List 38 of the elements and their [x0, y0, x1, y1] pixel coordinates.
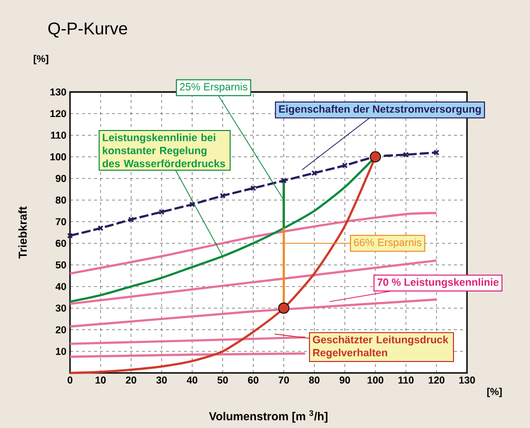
y-tick-label: 50 — [56, 261, 66, 268]
annotation: Leistungskennlinie bei konstanter Regelung des Wasserförderdrucks — [102, 134, 226, 168]
y-tick-label: 20 — [56, 326, 66, 334]
x-tick-label: 80 — [309, 376, 320, 384]
text: [%] — [34, 54, 48, 64]
x-axis-title: Volumenstrom [m $^{3}$/h] — [209, 410, 328, 423]
x-tick-label: 20 — [126, 376, 136, 384]
y-tick-label: 60 — [56, 240, 66, 247]
x-tick-label: 40 — [186, 376, 198, 384]
y-tick-label: 120 — [50, 110, 66, 118]
x-tick-label: 90 — [340, 376, 350, 384]
annotation: 25% Ersparnis — [180, 82, 248, 93]
x-tick-label: 10 — [96, 376, 106, 384]
y-tick-label: 30 — [56, 304, 66, 312]
y-axis-title: Triebkraft — [18, 206, 27, 259]
annotation: Geschätzter Leitungsdruck Regelverhalten — [312, 336, 448, 358]
chart-title: Q-P-Kurve — [48, 22, 128, 38]
annotation: Eigenschaften der Netzstromversorgung — [279, 105, 481, 115]
annotation: 66% Ersparnis — [354, 238, 422, 248]
x-tick-label: 110 — [398, 376, 414, 384]
text: [%] — [487, 388, 502, 398]
x-tick-label: 100 — [368, 376, 384, 384]
x-tick-label: 130 — [459, 376, 475, 384]
x-tick-label: 50 — [217, 376, 228, 384]
y-tick-label: 110 — [50, 132, 66, 139]
y-tick-label: 70 — [56, 218, 66, 226]
annotation: 70 % Leistungskennlinie — [377, 278, 499, 288]
y-tick-label: 40 — [56, 282, 66, 290]
x-tick-label: 60 — [248, 376, 258, 384]
x-tick-label: 120 — [428, 376, 444, 384]
y-tick-label: 130 — [50, 88, 66, 96]
x-tick-label: 70 — [278, 376, 289, 384]
x-tick-label: 0 — [68, 376, 72, 384]
y-tick-label: 10 — [56, 348, 66, 355]
x-tick-label: 30 — [156, 376, 167, 384]
y-tick-label: 90 — [56, 174, 66, 182]
y-tick-label: 100 — [50, 153, 66, 160]
y-tick-label: 80 — [56, 196, 66, 204]
